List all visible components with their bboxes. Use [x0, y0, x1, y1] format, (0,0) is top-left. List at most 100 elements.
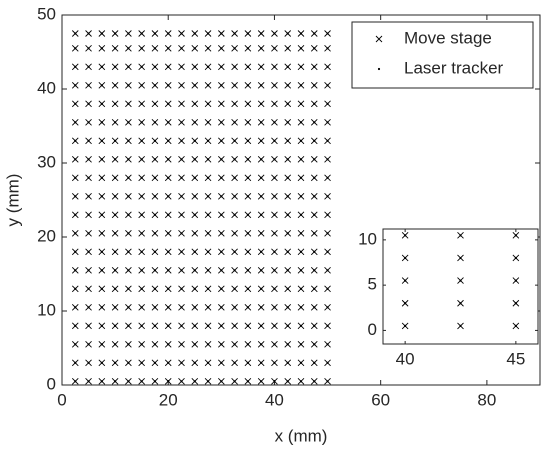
- dot-marker: [167, 269, 170, 272]
- dot-marker: [233, 361, 236, 364]
- dot-marker: [180, 287, 183, 290]
- dot-marker: [299, 250, 303, 253]
- dot-marker: [100, 65, 103, 68]
- dot-marker: [180, 47, 183, 50]
- dot-marker: [326, 47, 329, 50]
- dot-marker: [273, 121, 276, 124]
- dot-marker: [153, 287, 157, 290]
- dot-marker: [313, 121, 316, 124]
- dot-marker: [459, 256, 462, 260]
- dot-marker: [180, 269, 183, 272]
- dot-marker: [404, 302, 407, 305]
- dot-marker: [326, 250, 329, 253]
- dot-marker: [273, 65, 276, 68]
- dot-marker: [114, 287, 117, 290]
- dot-marker: [220, 195, 223, 198]
- dot-marker: [299, 306, 303, 309]
- dot-marker: [206, 324, 210, 327]
- dot-marker: [100, 121, 103, 124]
- dot-marker: [100, 287, 103, 290]
- dot-marker: [114, 102, 117, 105]
- dot-marker: [220, 32, 223, 35]
- dot-marker: [313, 195, 316, 198]
- legend-marker: [375, 35, 383, 43]
- dot-marker: [167, 287, 170, 290]
- dot-marker: [206, 102, 210, 105]
- dot-marker: [273, 32, 276, 35]
- dot-marker: [273, 195, 276, 198]
- dot-marker: [286, 139, 289, 142]
- dot-marker: [167, 250, 170, 253]
- dot-marker: [180, 176, 183, 179]
- x-tick-label: 40: [396, 349, 415, 368]
- dot-marker: [114, 47, 117, 50]
- dot-marker: [114, 158, 117, 161]
- dot-marker: [87, 213, 90, 216]
- dot-marker: [260, 324, 263, 327]
- dot-marker: [100, 47, 103, 50]
- dot-marker: [220, 343, 223, 346]
- dot-marker: [140, 213, 143, 216]
- dot-marker: [233, 102, 236, 105]
- dot-marker: [140, 343, 143, 346]
- y-tick-label: 10: [358, 229, 377, 248]
- y-tick-label: 10: [37, 300, 56, 319]
- dot-marker: [153, 139, 157, 142]
- dot-marker: [153, 380, 157, 383]
- dot-marker: [313, 324, 316, 327]
- dot-marker: [273, 158, 276, 161]
- dot-marker: [326, 65, 329, 68]
- dot-marker: [193, 65, 196, 68]
- dot-marker: [87, 250, 90, 253]
- dot-marker: [206, 195, 210, 198]
- dot-marker: [299, 213, 303, 216]
- dot-marker: [220, 306, 223, 309]
- dot-marker: [220, 213, 223, 216]
- dot-marker: [246, 232, 249, 235]
- dot-marker: [260, 102, 263, 105]
- dot-marker: [193, 176, 196, 179]
- dot-marker: [514, 302, 517, 305]
- dot-marker: [87, 47, 90, 50]
- dot-marker: [87, 287, 90, 290]
- dot-marker: [260, 250, 263, 253]
- dot-marker: [220, 232, 223, 235]
- dot-marker: [260, 195, 263, 198]
- dot-marker: [100, 306, 103, 309]
- dot-marker: [114, 343, 117, 346]
- dot-marker: [74, 47, 77, 50]
- dot-marker: [114, 32, 117, 35]
- dot-marker: [206, 139, 210, 142]
- dot-marker: [246, 213, 249, 216]
- dot-marker: [233, 306, 236, 309]
- y-tick-label: 40: [37, 78, 56, 97]
- dot-marker: [180, 195, 183, 198]
- x-tick-label: 60: [371, 390, 390, 409]
- dot-marker: [114, 195, 117, 198]
- dot-marker: [140, 84, 143, 87]
- dot-marker: [127, 361, 130, 364]
- dot-marker: [220, 84, 223, 87]
- dot-marker: [114, 269, 117, 272]
- dot-marker: [100, 158, 103, 161]
- dot-marker: [514, 256, 517, 260]
- dot-marker: [286, 176, 289, 179]
- dot-marker: [260, 213, 263, 216]
- dot-marker: [260, 32, 263, 35]
- dot-marker: [260, 306, 263, 309]
- dot-marker: [74, 380, 77, 383]
- dot-marker: [299, 158, 303, 161]
- dot-marker: [87, 32, 90, 35]
- dot-marker: [193, 121, 196, 124]
- dot-marker: [206, 84, 210, 87]
- dot-marker: [286, 287, 289, 290]
- dot-marker: [246, 102, 249, 105]
- dot-marker: [313, 250, 316, 253]
- dot-marker: [459, 279, 462, 282]
- dot-marker: [193, 139, 196, 142]
- dot-marker: [180, 250, 183, 253]
- x-tick-label: 45: [506, 349, 525, 368]
- dot-marker: [74, 213, 77, 216]
- dot-marker: [74, 232, 77, 235]
- dot-marker: [206, 250, 210, 253]
